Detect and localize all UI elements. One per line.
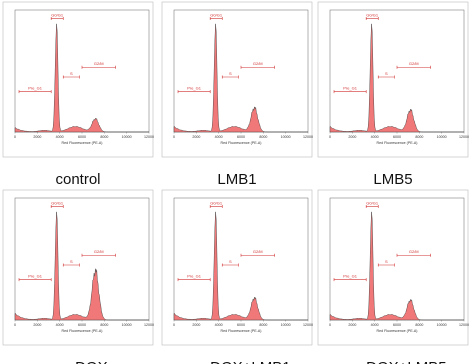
x-tick-label: 10000 <box>281 323 291 327</box>
x-tick-label: 10000 <box>122 135 132 139</box>
x-axis-title: Red Fluorescence (PE-A) <box>62 141 103 145</box>
gate-label: S <box>70 259 73 264</box>
histogram <box>14 211 149 321</box>
gate-label: G0/G1 <box>366 12 379 17</box>
gate-label: S <box>70 71 73 76</box>
gate-label: S <box>385 259 388 264</box>
histogram <box>329 211 464 321</box>
x-tick-label: 12000 <box>303 323 313 327</box>
panel-caption: pre-DOX <box>48 359 107 364</box>
x-tick-label: 4000 <box>215 135 223 139</box>
x-axis-title: Red Fluorescence (PE-A) <box>377 141 418 145</box>
gate-label: Pre_G1 <box>28 86 43 91</box>
x-tick-label: 4000 <box>56 323 64 327</box>
gate-label: G0/G1 <box>210 12 223 17</box>
x-tick-label: 6000 <box>78 135 86 139</box>
gate-label: Pre_G1 <box>187 274 202 279</box>
panel: Pre_G1 G0/G1 S G2/M 0 2000 4000 6000 8000 10000 12… <box>161 189 313 364</box>
panel-caption: LMB1 <box>217 171 256 188</box>
panel: Pre_G1 G0/G1 S G2/M 0 2000 4000 6000 8000 10000 12… <box>161 1 313 188</box>
x-tick-label: 2000 <box>33 323 41 327</box>
panel-caption: LMB5 <box>373 171 412 188</box>
x-tick-label: 0 <box>14 323 16 327</box>
histogram <box>173 23 308 133</box>
x-tick-label: 12000 <box>459 135 469 139</box>
x-tick-label: 8000 <box>259 135 267 139</box>
plot-frame <box>173 197 309 321</box>
x-tick-label: 10000 <box>437 323 447 327</box>
x-tick-label: 6000 <box>237 323 245 327</box>
gate-label: Pre_G1 <box>343 274 358 279</box>
gate-label: G2/M <box>409 249 419 254</box>
gate-label: S <box>229 259 232 264</box>
x-tick-label: 2000 <box>192 135 200 139</box>
x-tick-label: 4000 <box>371 135 379 139</box>
plot-frame <box>329 197 465 321</box>
x-tick-label: 8000 <box>100 323 108 327</box>
gate-label: Pre_G1 <box>343 86 358 91</box>
x-axis-title: Red Fluorescence (PE-A) <box>221 141 262 145</box>
gate-label: G0/G1 <box>51 12 64 17</box>
x-tick-label: 0 <box>329 135 331 139</box>
x-axis-title: Red Fluorescence (PE-A) <box>377 329 418 333</box>
x-tick-label: 2000 <box>33 135 41 139</box>
histogram <box>329 23 464 133</box>
gate-label: G0/G1 <box>51 200 64 205</box>
x-tick-label: 12000 <box>144 323 154 327</box>
histogram <box>173 211 308 321</box>
x-tick-label: 6000 <box>393 135 401 139</box>
panel: Pre_G1 G0/G1 S G2/M 0 2000 4000 6000 8000 10000 12… <box>317 1 469 188</box>
x-axis-title: Red Fluorescence (PE-A) <box>221 329 262 333</box>
plot-frame <box>14 197 150 321</box>
x-tick-label: 6000 <box>393 323 401 327</box>
gate-label: Pre_G1 <box>28 274 43 279</box>
x-tick-label: 0 <box>173 323 175 327</box>
x-tick-label: 2000 <box>348 323 356 327</box>
panel-caption: pre-DOX+LMB1 <box>183 359 290 364</box>
x-tick-label: 8000 <box>259 323 267 327</box>
x-tick-label: 12000 <box>459 323 469 327</box>
x-tick-label: 12000 <box>303 135 313 139</box>
plot-frame <box>329 9 465 133</box>
gate-label: G0/G1 <box>210 200 223 205</box>
x-tick-label: 8000 <box>415 323 423 327</box>
gate-label: S <box>385 71 388 76</box>
x-tick-label: 10000 <box>437 135 447 139</box>
panel: Pre_G1 G0/G1 S G2/M 0 2000 4000 6000 8000 10000 12… <box>2 189 154 364</box>
panel: Pre_G1 G0/G1 S G2/M 0 2000 4000 6000 8000 10000 12… <box>2 1 154 188</box>
panel-caption: control <box>55 171 100 188</box>
gate-label: Pre_G1 <box>187 86 202 91</box>
gate-label: G2/M <box>253 61 263 66</box>
x-tick-label: 0 <box>329 323 331 327</box>
histogram <box>14 23 149 133</box>
x-tick-label: 6000 <box>237 135 245 139</box>
gate-label: S <box>229 71 232 76</box>
x-tick-label: 12000 <box>144 135 154 139</box>
plot-frame <box>14 9 150 133</box>
x-tick-label: 8000 <box>415 135 423 139</box>
gate-label: G2/M <box>94 249 104 254</box>
gate-label: G2/M <box>94 61 104 66</box>
x-tick-label: 10000 <box>281 135 291 139</box>
x-tick-label: 4000 <box>371 323 379 327</box>
x-tick-label: 8000 <box>100 135 108 139</box>
plot-frame <box>173 9 309 133</box>
x-tick-label: 4000 <box>56 135 64 139</box>
x-tick-label: 10000 <box>122 323 132 327</box>
x-tick-label: 4000 <box>215 323 223 327</box>
gate-label: G0/G1 <box>366 200 379 205</box>
gate-label: G2/M <box>409 61 419 66</box>
x-tick-label: 6000 <box>78 323 86 327</box>
x-axis-title: Red Fluorescence (PE-A) <box>62 329 103 333</box>
panel: Pre_G1 G0/G1 S G2/M 0 2000 4000 6000 8000 10000 12… <box>317 189 469 364</box>
x-tick-label: 2000 <box>348 135 356 139</box>
panel-caption: pre-DOX+LMB5 <box>339 359 446 364</box>
x-tick-label: 2000 <box>192 323 200 327</box>
gate-label: G2/M <box>253 249 263 254</box>
x-tick-label: 0 <box>173 135 175 139</box>
x-tick-label: 0 <box>14 135 16 139</box>
